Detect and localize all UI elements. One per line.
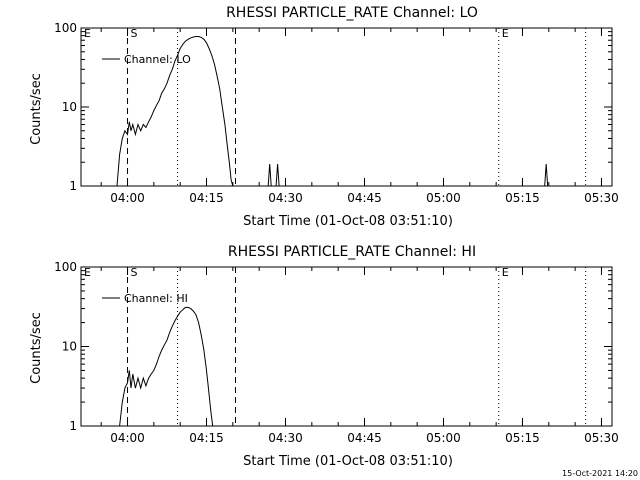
x-axis-label: Start Time (01-Oct-08 03:51:10) [243,454,453,469]
y-tick-label: 100 [54,21,77,35]
x-tick-label: 04:00 [110,191,145,205]
panel-lo: RHESSI PARTICLE_RATE Channel: LO Counts/… [29,5,619,229]
marker-label: S [131,266,138,279]
panel-hi: RHESSI PARTICLE_RATE Channel: HI Counts/… [29,244,619,469]
x-tick-label: 04:15 [189,431,224,445]
axis-ticks: 04:00 04:15 04:30 04:45 05:00 05:15 05:30 1 10 10… [54,21,619,205]
series-line [119,306,214,427]
marker-label: E [84,266,91,279]
x-tick-label: 05:00 [426,191,461,205]
series-spike [267,163,272,187]
y-axis-label: Counts/sec [29,312,44,384]
y-tick-label: 10 [62,100,77,114]
marker-label: E [502,266,509,279]
panel-title: RHESSI PARTICLE_RATE Channel: HI [228,244,476,260]
series-spike [275,163,280,187]
x-axis-label: Start Time (01-Oct-08 03:51:10) [243,214,453,229]
x-tick-label: 04:30 [268,431,303,445]
y-tick-label: 100 [54,260,77,274]
y-axis-label: Counts/sec [29,73,44,145]
axis-ticks: 04:00 04:15 04:30 04:45 05:00 05:15 05:30 1 10 10… [54,260,619,445]
panel-title: RHESSI PARTICLE_RATE Channel: LO [226,5,478,21]
plot-frame [80,27,613,187]
legend-entry: Channel: LO [124,53,191,66]
x-tick-label: 04:15 [189,191,224,205]
generated-timestamp: 15-Oct-2021 14:20 [562,469,638,478]
x-tick-label: 05:15 [505,191,540,205]
series-spike [544,163,549,187]
data-series [119,306,214,427]
x-tick-label: 04:00 [110,431,145,445]
x-tick-label: 05:30 [584,431,619,445]
legend: Channel: HI [102,292,188,305]
x-tick-label: 04:45 [347,431,382,445]
marker-label: S [131,27,138,40]
marker-label: E [502,27,509,40]
x-tick-label: 05:30 [584,191,619,205]
x-tick-label: 05:00 [426,431,461,445]
y-tick-label: 1 [69,419,77,433]
x-tick-label: 04:30 [268,191,303,205]
y-tick-label: 1 [69,179,77,193]
data-series [116,36,549,187]
legend-entry: Channel: HI [124,292,188,305]
plot-frame [80,266,613,427]
y-tick-label: 10 [62,340,77,354]
marker-label: E [84,27,91,40]
series-line [116,36,234,187]
x-tick-label: 04:45 [347,191,382,205]
x-tick-label: 05:15 [505,431,540,445]
legend: Channel: LO [102,53,191,66]
